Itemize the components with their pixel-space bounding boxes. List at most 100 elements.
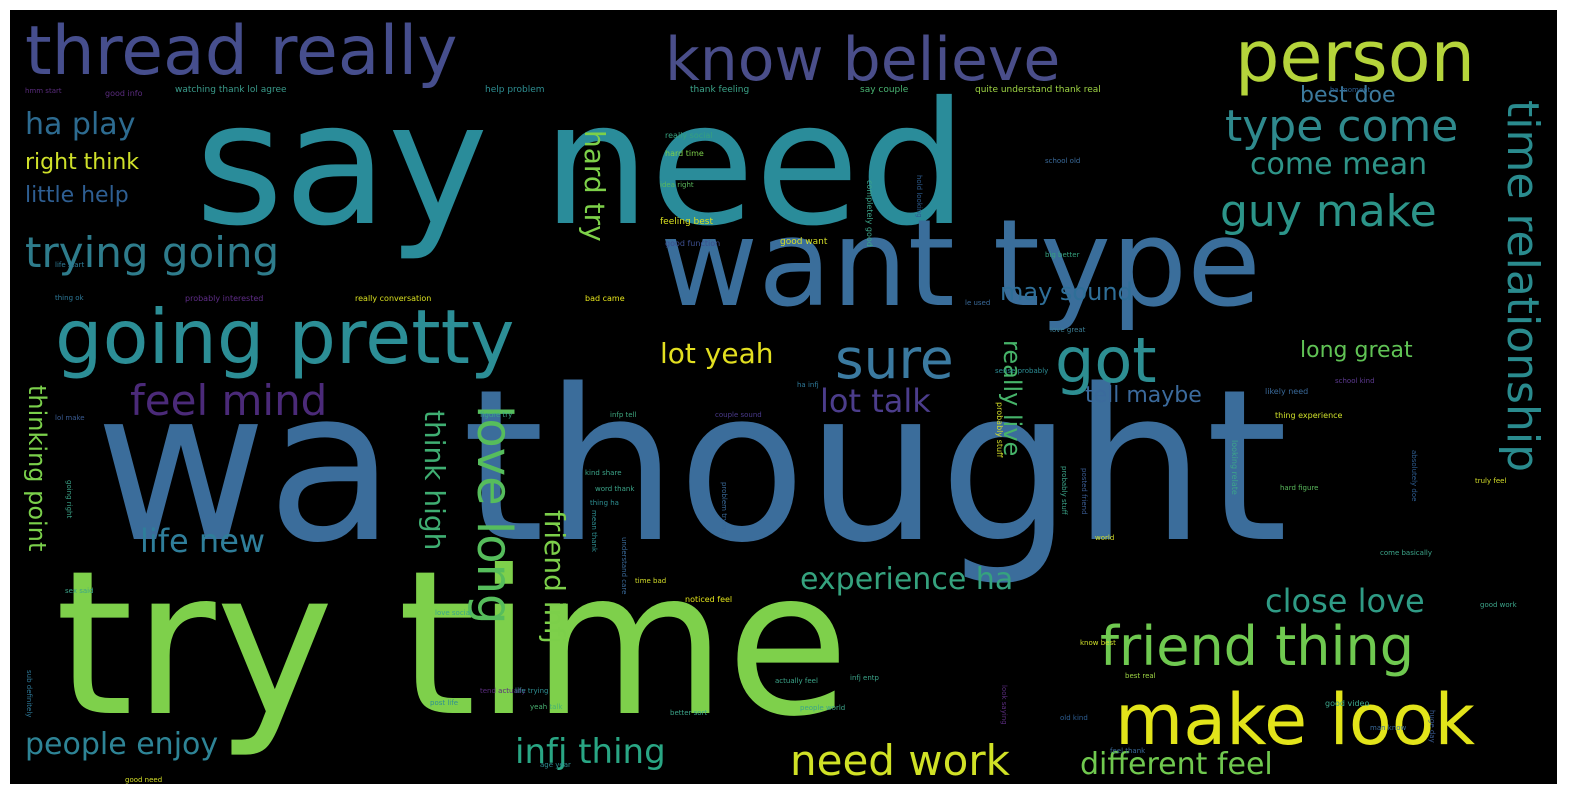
cloud-word: school kind bbox=[1335, 377, 1375, 385]
cloud-word: likely need bbox=[1265, 387, 1309, 396]
cloud-word: long great bbox=[1300, 338, 1413, 363]
cloud-word: time bad bbox=[635, 577, 667, 585]
cloud-word: hmm start bbox=[25, 87, 62, 95]
cloud-word: person bbox=[1235, 16, 1475, 98]
cloud-word: feeling best bbox=[660, 217, 713, 227]
cloud-word: looking relate bbox=[1230, 440, 1239, 495]
cloud-word: life new bbox=[140, 522, 266, 560]
cloud-word: going right bbox=[65, 480, 73, 519]
cloud-word: need work bbox=[790, 736, 1010, 784]
cloud-word: big better bbox=[1045, 251, 1080, 259]
cloud-word: good work bbox=[1480, 601, 1517, 609]
cloud-word: completely good bbox=[865, 180, 874, 247]
cloud-word: infj entp bbox=[850, 674, 879, 682]
cloud-word: different feel bbox=[1080, 747, 1273, 782]
cloud-word: life start bbox=[55, 261, 85, 269]
cloud-word: hard time bbox=[665, 149, 704, 158]
cloud-word: kind share bbox=[585, 469, 622, 477]
cloud-word: le used bbox=[965, 299, 991, 307]
cloud-word: noticed feel bbox=[685, 595, 733, 604]
cloud-word: make look bbox=[1115, 679, 1476, 761]
cloud-word: feel thank bbox=[1110, 747, 1146, 755]
cloud-word: people enjoy bbox=[25, 727, 219, 762]
cloud-word: right think bbox=[25, 150, 140, 175]
cloud-word: idea right bbox=[660, 181, 694, 189]
cloud-word: experience ha bbox=[800, 562, 1014, 597]
cloud-word: say couple bbox=[860, 85, 909, 95]
cloud-word: friend infj bbox=[538, 510, 571, 644]
cloud-word: want type bbox=[660, 195, 1261, 334]
cloud-word: good want bbox=[780, 237, 828, 247]
cloud-word: school old bbox=[1045, 157, 1081, 165]
cloud-word: trying going bbox=[25, 228, 280, 277]
cloud-word: life trying bbox=[515, 687, 549, 695]
cloud-word: friend thing bbox=[1100, 615, 1415, 678]
cloud-word: sex said bbox=[65, 587, 94, 595]
cloud-word: figure try bbox=[480, 411, 513, 419]
cloud-word: feel mind bbox=[130, 376, 328, 425]
cloud-word: little help bbox=[25, 183, 129, 208]
cloud-word: posted friend bbox=[1080, 468, 1088, 515]
cloud-word: people world bbox=[800, 704, 846, 712]
cloud-word: come mean bbox=[1250, 147, 1428, 182]
cloud-word: sense probably bbox=[995, 367, 1049, 375]
cloud-word: probably stuff bbox=[1060, 466, 1068, 515]
cloud-word: love social bbox=[435, 609, 472, 617]
cloud-word: understand care bbox=[620, 537, 628, 595]
cloud-word: actually feel bbox=[775, 677, 818, 685]
cloud-word: yeah talk bbox=[530, 703, 563, 711]
cloud-word: post life bbox=[430, 699, 459, 707]
cloud-word: close love bbox=[1265, 582, 1425, 620]
cloud-word: probably interested bbox=[185, 294, 264, 303]
cloud-word: old kind bbox=[1060, 714, 1088, 722]
cloud-word: guy make bbox=[1220, 186, 1437, 237]
cloud-word: tell maybe bbox=[1085, 383, 1202, 408]
cloud-word: good function bbox=[665, 239, 721, 248]
cloud-word: hold looking bbox=[915, 175, 923, 218]
cloud-word: say need bbox=[195, 66, 968, 264]
cloud-word: ha play bbox=[25, 107, 136, 142]
cloud-word: best doe bbox=[1300, 83, 1396, 108]
cloud-word: sub definitely bbox=[25, 670, 33, 718]
cloud-word: good need bbox=[125, 776, 163, 784]
cloud-word: know best bbox=[1080, 639, 1116, 647]
cloud-word: best real bbox=[1125, 672, 1156, 680]
cloud-word: truly feel bbox=[1475, 477, 1507, 485]
cloud-word: may sound bbox=[1000, 278, 1133, 306]
cloud-word: good info bbox=[105, 89, 143, 98]
cloud-word: got bbox=[1055, 324, 1157, 397]
cloud-word: tend actually bbox=[480, 687, 526, 695]
cloud-word: infp tell bbox=[610, 411, 637, 419]
cloud-word: infj thing bbox=[515, 732, 666, 772]
cloud-word: know believe bbox=[665, 25, 1061, 95]
cloud-word: love great bbox=[1050, 326, 1086, 334]
cloud-word: going pretty bbox=[55, 293, 515, 381]
cloud-word: thing ha bbox=[590, 499, 619, 507]
cloud-word: lol make bbox=[55, 414, 85, 422]
word-cloud: wa thought try time say need want type threa… bbox=[10, 10, 1557, 784]
cloud-word: thing experience bbox=[1275, 411, 1343, 420]
cloud-word: probably stuff bbox=[995, 402, 1004, 458]
cloud-word: couple sound bbox=[715, 411, 762, 419]
cloud-word: bad came bbox=[585, 294, 625, 303]
cloud-word: time relationship bbox=[1497, 100, 1548, 473]
cloud-word: problem trying bbox=[720, 482, 728, 534]
cloud-word: better sort bbox=[670, 709, 708, 717]
cloud-word: absolutely doe bbox=[1410, 450, 1418, 502]
cloud-word: lot yeah bbox=[660, 337, 774, 370]
cloud-word: thinking point bbox=[23, 385, 51, 552]
cloud-word: come basically bbox=[1380, 549, 1432, 557]
cloud-word: watching thank lol agree bbox=[175, 85, 287, 95]
cloud-word: age year bbox=[540, 761, 571, 769]
cloud-word: mean thank bbox=[590, 510, 598, 553]
cloud-word: hard figure bbox=[1280, 484, 1319, 492]
cloud-word: sure bbox=[835, 327, 954, 391]
cloud-word: help problem bbox=[485, 85, 545, 95]
cloud-word: thing ok bbox=[55, 294, 84, 302]
cloud-word: really conversation bbox=[355, 294, 432, 303]
cloud-word: quite understand thank real bbox=[975, 85, 1101, 95]
cloud-word: really social bbox=[665, 131, 713, 140]
cloud-word: type come bbox=[1225, 101, 1459, 152]
cloud-word: world bbox=[1095, 534, 1115, 542]
cloud-word: love long bbox=[466, 405, 522, 625]
